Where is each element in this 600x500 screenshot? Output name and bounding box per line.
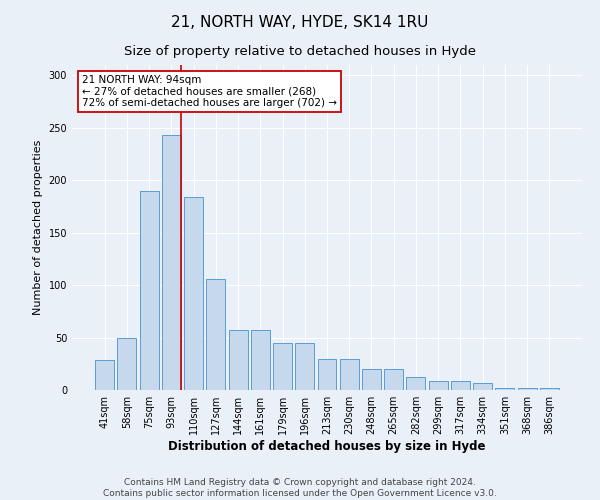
Bar xyxy=(496,388,514,390)
Bar xyxy=(251,330,270,390)
Bar xyxy=(206,279,225,390)
Bar xyxy=(473,382,492,390)
Bar xyxy=(162,135,181,390)
Bar xyxy=(518,388,536,390)
Bar xyxy=(540,388,559,390)
Bar xyxy=(118,338,136,390)
Bar xyxy=(295,343,314,390)
Bar xyxy=(362,369,381,390)
Bar xyxy=(429,380,448,390)
Bar xyxy=(95,360,114,390)
Y-axis label: Number of detached properties: Number of detached properties xyxy=(33,140,43,315)
Bar xyxy=(406,378,425,390)
Text: 21 NORTH WAY: 94sqm
← 27% of detached houses are smaller (268)
72% of semi-detac: 21 NORTH WAY: 94sqm ← 27% of detached ho… xyxy=(82,74,337,108)
Bar xyxy=(184,197,203,390)
Text: Size of property relative to detached houses in Hyde: Size of property relative to detached ho… xyxy=(124,45,476,58)
Bar xyxy=(317,358,337,390)
Text: 21, NORTH WAY, HYDE, SK14 1RU: 21, NORTH WAY, HYDE, SK14 1RU xyxy=(172,15,428,30)
X-axis label: Distribution of detached houses by size in Hyde: Distribution of detached houses by size … xyxy=(168,440,486,453)
Bar xyxy=(384,369,403,390)
Bar xyxy=(229,330,248,390)
Text: Contains HM Land Registry data © Crown copyright and database right 2024.
Contai: Contains HM Land Registry data © Crown c… xyxy=(103,478,497,498)
Bar xyxy=(451,380,470,390)
Bar xyxy=(273,343,292,390)
Bar xyxy=(140,191,158,390)
Bar xyxy=(340,358,359,390)
